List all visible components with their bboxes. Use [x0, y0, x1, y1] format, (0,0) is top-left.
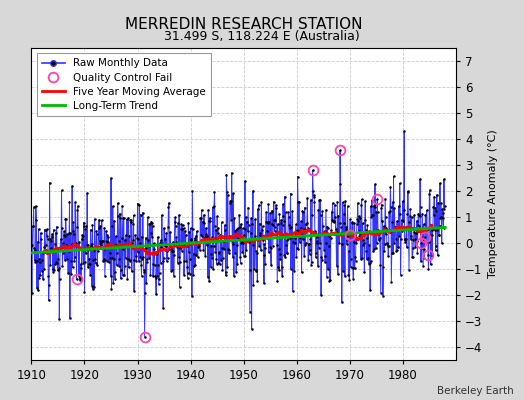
Title: MERREDIN RESEARCH STATION: MERREDIN RESEARCH STATION	[125, 16, 363, 32]
Y-axis label: Temperature Anomaly (°C): Temperature Anomaly (°C)	[488, 130, 498, 278]
Text: Berkeley Earth: Berkeley Earth	[437, 386, 514, 396]
Legend: Raw Monthly Data, Quality Control Fail, Five Year Moving Average, Long-Term Tren: Raw Monthly Data, Quality Control Fail, …	[37, 53, 211, 116]
Text: 31.499 S, 118.224 E (Australia): 31.499 S, 118.224 E (Australia)	[164, 30, 360, 43]
